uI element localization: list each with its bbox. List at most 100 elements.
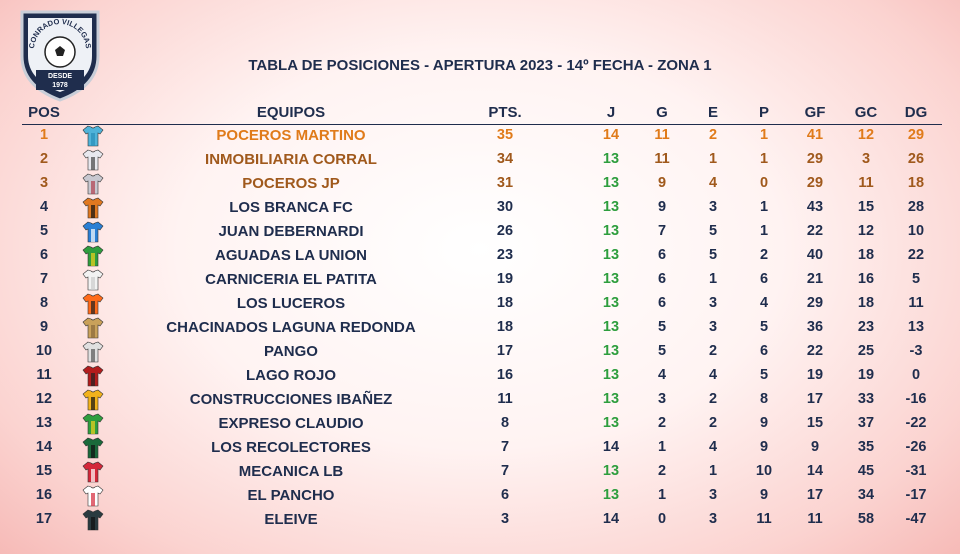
stat-cell: 9 — [759, 439, 769, 455]
stat-cell: 3 — [500, 511, 510, 527]
stat-cell: 12 — [35, 391, 53, 407]
stat-cell: 10 — [907, 223, 925, 239]
stat-cell: 18 — [496, 295, 514, 311]
stat-cell: 0 — [759, 175, 769, 191]
stat-cell: -3 — [909, 343, 923, 359]
stat-cell: 7 — [500, 463, 510, 479]
stat-cell: 1 — [708, 271, 718, 287]
stat-cell: 30 — [496, 199, 514, 215]
club-logo: CONRADO VILLEGAS DESDE 1978 — [20, 10, 100, 102]
stat-cell: 6 — [39, 247, 49, 263]
stat-cell: 34 — [496, 151, 514, 167]
stat-cell: 5 — [708, 247, 718, 263]
stat-cell: 15 — [35, 463, 53, 479]
stat-cell: 5 — [657, 319, 667, 335]
team-name: POCEROS JP — [242, 175, 340, 192]
stat-cell: 13 — [602, 223, 620, 239]
stat-cell: 11 — [858, 175, 874, 191]
stat-cell: 16 — [35, 487, 53, 503]
stat-cell: 14 — [602, 439, 620, 455]
stat-cell: 17 — [496, 343, 514, 359]
stat-cell: 18 — [496, 319, 514, 335]
team-name: MECANICA LB — [238, 463, 344, 480]
stat-cell: 7 — [500, 439, 510, 455]
stat-cell: 2 — [708, 415, 718, 431]
team-shirt — [82, 197, 104, 219]
stat-cell: 4 — [708, 175, 718, 191]
stat-cell: 43 — [806, 199, 824, 215]
stat-cell: 33 — [857, 391, 875, 407]
stat-cell: -16 — [905, 391, 927, 407]
stat-cell: 6 — [759, 343, 769, 359]
stat-cell: 7 — [657, 223, 667, 239]
team-shirt — [82, 341, 104, 363]
stat-cell: 2 — [708, 127, 718, 143]
stat-cell: 1 — [759, 151, 769, 167]
stat-cell: 15 — [857, 199, 875, 215]
stat-cell: 18 — [857, 247, 875, 263]
stat-cell: 4 — [39, 199, 49, 215]
stat-cell: 3 — [708, 295, 718, 311]
stat-cell: 3 — [657, 391, 667, 407]
logo-since: DESDE — [48, 73, 72, 80]
team-shirt — [82, 149, 104, 171]
stat-cell: 16 — [857, 271, 875, 287]
stat-cell: 0 — [657, 511, 667, 527]
team-name: EL PANCHO — [247, 487, 335, 504]
column-header: G — [656, 104, 668, 121]
team-name: EXPRESO CLAUDIO — [218, 415, 364, 432]
stat-cell: 9 — [657, 199, 667, 215]
stat-cell: 17 — [35, 511, 53, 527]
stat-cell: 18 — [907, 175, 925, 191]
team-name: ELEIVE — [264, 511, 318, 528]
stat-cell: 2 — [657, 415, 667, 431]
team-shirt — [82, 317, 104, 339]
stat-cell: 1 — [708, 463, 718, 479]
stat-cell: 1 — [39, 127, 49, 143]
stat-cell: 17 — [806, 391, 824, 407]
stat-cell: 6 — [759, 271, 769, 287]
stat-cell: 37 — [857, 415, 875, 431]
stat-cell: 23 — [496, 247, 514, 263]
stat-cell: 8 — [39, 295, 49, 311]
team-shirt — [82, 221, 104, 243]
stat-cell: 13 — [602, 199, 620, 215]
stat-cell: 29 — [907, 127, 925, 143]
stat-cell: 13 — [602, 343, 620, 359]
stat-cell: 11 — [654, 127, 670, 143]
stat-cell: 19 — [496, 271, 514, 287]
stat-cell: -17 — [905, 487, 927, 503]
stat-cell: 35 — [496, 127, 514, 143]
stat-cell: 16 — [496, 367, 514, 383]
stat-cell: 19 — [806, 367, 824, 383]
team-shirt — [82, 389, 104, 411]
stat-cell: 28 — [907, 199, 925, 215]
stat-cell: 1 — [657, 487, 667, 503]
stat-cell: 3 — [708, 511, 718, 527]
stat-cell: 4 — [708, 367, 718, 383]
stat-cell: 11 — [756, 511, 772, 527]
stat-cell: 1 — [759, 223, 769, 239]
stat-cell: 19 — [857, 367, 875, 383]
stat-cell: 4 — [657, 367, 667, 383]
team-shirt — [82, 509, 104, 531]
column-header: POS — [28, 104, 60, 121]
stat-cell: 29 — [806, 151, 824, 167]
stat-cell: 13 — [602, 463, 620, 479]
stat-cell: 12 — [857, 223, 875, 239]
stat-cell: 26 — [496, 223, 514, 239]
stat-cell: 4 — [759, 295, 769, 311]
team-name: POCEROS MARTINO — [216, 127, 366, 144]
stat-cell: 14 — [35, 439, 53, 455]
column-header: GF — [804, 104, 826, 121]
stat-cell: 22 — [806, 223, 824, 239]
column-header: EQUIPOS — [256, 104, 326, 121]
team-shirt — [82, 461, 104, 483]
team-shirt — [82, 413, 104, 435]
stat-cell: 13 — [602, 415, 620, 431]
stat-cell: 8 — [759, 391, 769, 407]
team-shirt — [82, 365, 104, 387]
team-shirt — [82, 269, 104, 291]
stat-cell: 18 — [857, 295, 875, 311]
team-name: CONSTRUCCIONES IBAÑEZ — [189, 391, 393, 408]
